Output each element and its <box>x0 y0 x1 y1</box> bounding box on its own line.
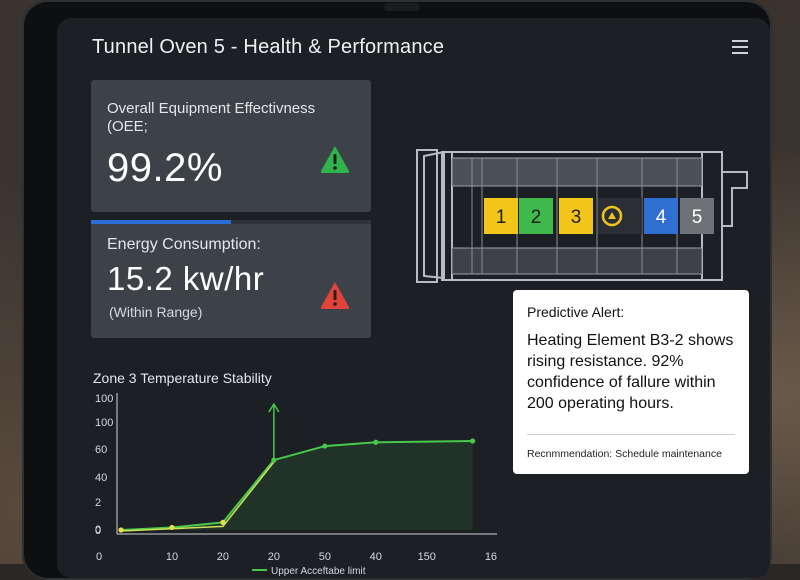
warning-glyph <box>608 212 616 219</box>
warning-triangle-icon <box>320 146 350 173</box>
oven-zone[interactable] <box>519 198 553 234</box>
alert-divider <box>527 434 735 435</box>
camera-notch <box>384 3 420 11</box>
energy-card[interactable]: Energy Consumption: 15.2 kw/hr (Within R… <box>91 220 371 338</box>
oven-zone[interactable] <box>644 198 678 234</box>
oee-value: 99.2% <box>107 146 223 190</box>
y-tick-label: 100 <box>95 417 113 429</box>
arrow-head-icon <box>268 402 280 413</box>
hamburger-menu-icon[interactable] <box>729 38 751 56</box>
energy-status: (Within Range) <box>109 304 203 320</box>
tablet-frame: Tunnel Oven 5 - Health & Performance Ove… <box>22 0 772 580</box>
y-tick-label: 0 <box>95 524 101 536</box>
energy-progress-bar <box>91 220 371 224</box>
alert-recommendation[interactable]: Recnmmendation: Schedule maintenance <box>527 448 722 460</box>
alert-message: Heating Element B3-2 shows rising resist… <box>527 332 734 412</box>
energy-value: 15.2 kw/hr <box>107 260 265 297</box>
series-area <box>121 441 473 530</box>
data-point[interactable] <box>118 527 124 533</box>
warning-triangle-icon <box>320 282 350 309</box>
legend-label: Upper Acceftabe limit <box>271 566 366 577</box>
x-tick-label: 150 <box>418 551 436 563</box>
tunnel-oven-diagram: 1 2 3 4 5 <box>416 149 748 283</box>
oven-zone-label: 5 <box>692 207 703 228</box>
oven-zone-label: 1 <box>496 207 507 228</box>
x-tick-label: 20 <box>217 551 229 563</box>
x-tick-label: 160 <box>485 551 497 563</box>
oven-zone[interactable] <box>680 198 714 234</box>
data-point[interactable] <box>470 438 476 444</box>
x-tick-label: 20 <box>268 551 280 563</box>
y-tick-label: 100 <box>95 393 113 405</box>
alert-title: Predictive Alert: <box>527 304 625 320</box>
x-tick-label: 10 <box>166 551 178 563</box>
data-point[interactable] <box>271 457 277 463</box>
x-tick-label: 40 <box>370 551 382 563</box>
energy-progress-fill <box>91 220 231 224</box>
oee-label: Overall Equipment Effectivness (OEE; <box>107 100 316 135</box>
data-point[interactable] <box>373 439 379 445</box>
oven-zone-label: 3 <box>571 207 582 228</box>
y-tick-label: 2 <box>95 497 101 509</box>
oee-card[interactable]: Overall Equipment Effectivness (OEE; 99.… <box>91 80 371 212</box>
data-point[interactable] <box>169 524 175 531</box>
page-title: Tunnel Oven 5 - Health & Performance <box>92 36 445 58</box>
data-point[interactable] <box>322 443 328 449</box>
oven-zone-label: 2 <box>531 207 542 228</box>
energy-label: Energy Consumption: <box>107 236 261 253</box>
x-tick-label: 50 <box>319 551 331 563</box>
dashboard-screen: Tunnel Oven 5 - Health & Performance Ove… <box>57 18 770 578</box>
limit-line <box>120 461 275 532</box>
temperature-line-chart: 002406010010001020205040150160Upper Acce… <box>95 393 497 577</box>
oven-zone-label: 4 <box>656 207 667 228</box>
alert-circle-icon <box>601 205 623 227</box>
y-tick-label: 60 <box>95 444 107 456</box>
predictive-alert-card[interactable]: Predictive Alert: Heating Element B3-2 s… <box>513 290 749 474</box>
data-point[interactable] <box>220 519 226 525</box>
oven-zone[interactable] <box>484 198 518 234</box>
x-tick-label: 0 <box>96 551 102 563</box>
y-tick-label: 40 <box>95 472 107 484</box>
oven-zone[interactable] <box>559 198 593 234</box>
y-tick-label: 0 <box>95 525 101 537</box>
chart-title: Zone 3 Temperature Stability <box>93 370 272 386</box>
